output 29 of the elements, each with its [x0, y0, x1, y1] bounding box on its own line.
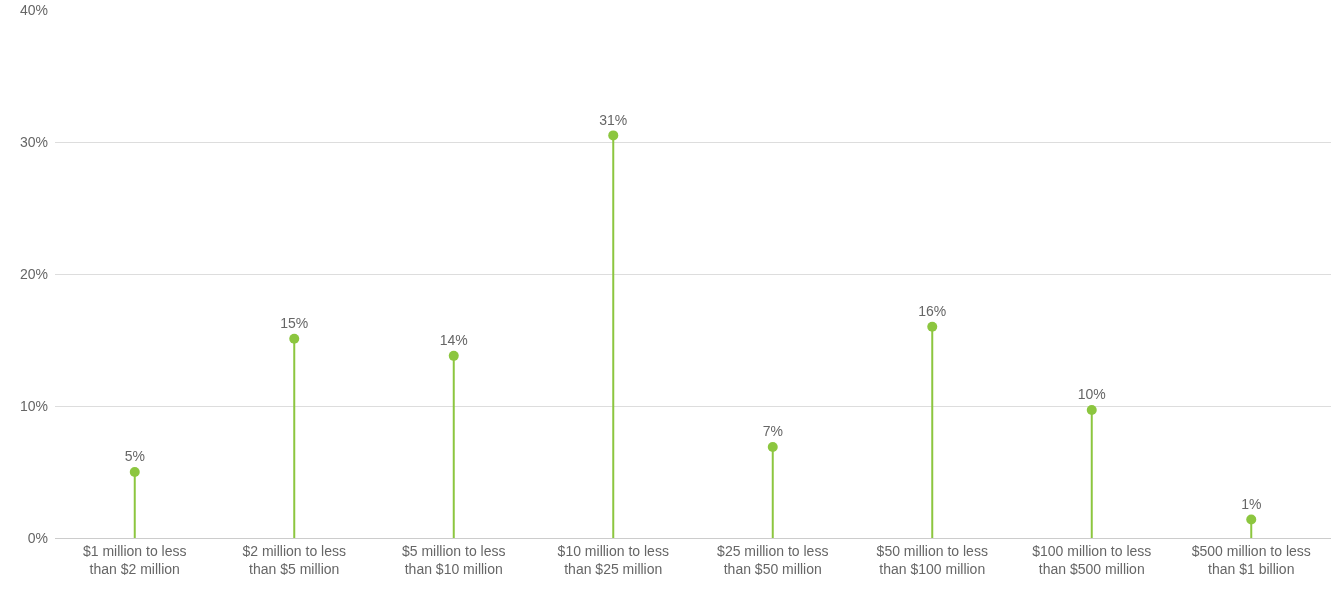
y-tick-label: 40%	[19, 1, 48, 18]
y-tick-label: 0%	[27, 529, 48, 546]
point	[289, 333, 300, 344]
data-label: 15%	[280, 314, 309, 331]
data-label: 10%	[1077, 386, 1106, 403]
x-tick-label: $500 million to less than $1 billion	[1191, 542, 1311, 577]
point	[1246, 514, 1257, 525]
data-label: 14%	[439, 332, 468, 349]
y-tick-label: 30%	[19, 133, 48, 150]
data-label: 16%	[918, 303, 947, 320]
x-tick-label: $50 million to less than $100 million	[876, 542, 988, 577]
y-tick-label: 20%	[19, 265, 48, 282]
x-tick-label: $5 million to less than $10 million	[402, 542, 506, 577]
x-tick-label: $25 million to less than $50 million	[717, 542, 829, 577]
point	[129, 467, 140, 477]
point	[608, 130, 619, 141]
x-tick-label: $1 million to less than $2 million	[83, 542, 187, 577]
y-tick-label: 10%	[19, 397, 48, 414]
data-label: 31%	[599, 111, 628, 128]
data-label: 7%	[762, 423, 783, 440]
x-tick-label: $100 million to less than $500 million	[1032, 542, 1152, 577]
point	[448, 350, 459, 361]
data-label: 1%	[1241, 495, 1262, 512]
point	[767, 441, 778, 452]
x-tick-label: $2 million to less than $5 million	[242, 542, 346, 577]
point	[927, 321, 938, 332]
x-tick-label: $10 million to less than $25 million	[557, 542, 669, 577]
data-label: 5%	[124, 448, 145, 465]
point	[1086, 404, 1097, 415]
